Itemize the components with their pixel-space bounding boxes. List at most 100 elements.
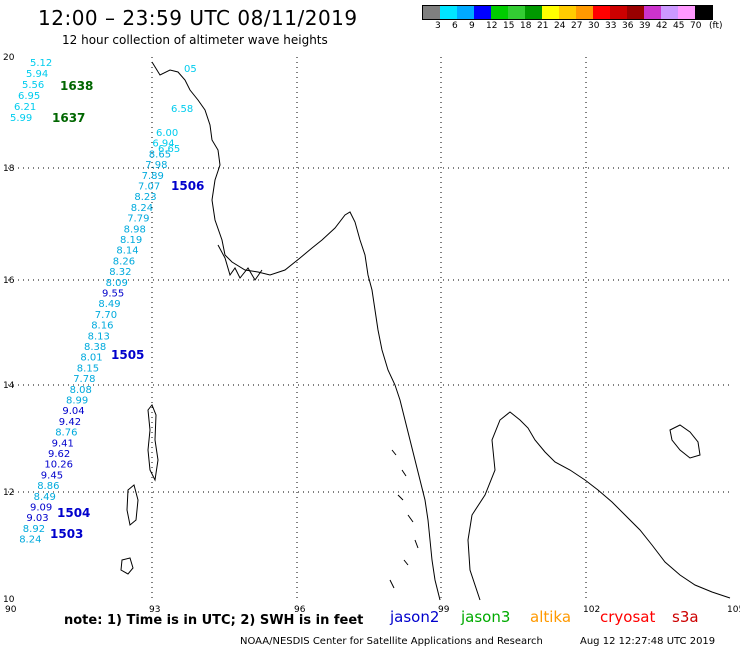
lat-label: 16 [3, 276, 15, 286]
legend-s3a: s3a [672, 608, 699, 626]
color-scale-label: 33 [605, 21, 617, 31]
wave-height-value: 8.26 [113, 256, 135, 267]
color-swatch [508, 6, 525, 19]
color-swatch [593, 6, 610, 19]
footer-note: note: 1) Time is in UTC; 2) SWH is in fe… [64, 613, 364, 628]
color-scale-label: 36 [622, 21, 634, 31]
pass-labels: 1638 1637 1506 1505 1504 1503 [50, 79, 204, 541]
wave-height-value: 8.24 [19, 535, 41, 546]
color-swatch [440, 6, 457, 19]
legend-altika: altika [530, 608, 572, 626]
wave-height-value: 6.58 [171, 104, 193, 115]
legend-cryosat: cryosat [600, 608, 656, 626]
coastline [120, 61, 731, 601]
small-island [120, 557, 134, 575]
wave-height-value: 6.21 [14, 102, 36, 113]
map-title: 12:00 – 23:59 UTC 08/11/2019 [38, 6, 358, 30]
pass-number: 1506 [171, 179, 204, 193]
wave-height-value: 9.42 [59, 417, 81, 428]
wave-height-value: 6.95 [18, 91, 40, 102]
wave-height-value: 8.09 [106, 278, 128, 289]
delta-coast [217, 244, 263, 281]
color-swatch [678, 6, 695, 19]
wave-height-value: 8.13 [88, 331, 110, 342]
wave-height-value: 9.09 [30, 503, 52, 514]
pass-number: 1505 [111, 348, 144, 362]
wave-height-value: 5.94 [26, 69, 48, 80]
pass-number: 1503 [50, 527, 83, 541]
lat-label: 20 [3, 53, 15, 63]
legend-jason2: jason2 [390, 608, 440, 626]
wave-height-value: 8.01 [80, 353, 102, 364]
color-scale-label: 27 [571, 21, 583, 31]
wave-height-value: 6.00 [156, 128, 178, 139]
wave-height-value: 7.79 [127, 214, 149, 225]
wave-height-value: 8.65 [149, 149, 171, 160]
wave-height-value: 8.24 [131, 203, 153, 214]
lon-label: 90 [5, 605, 17, 615]
wave-height-value: 10.26 [44, 460, 73, 471]
wave-height-value: 6.65 [158, 144, 180, 155]
footer-timestamp: Aug 12 12:27:48 UTC 2019 [580, 636, 716, 647]
gulf-coast [467, 411, 731, 601]
lon-label: 105 [727, 605, 740, 615]
lat-label: 14 [3, 381, 15, 391]
map-subtitle: 12 hour collection of altimeter wave hei… [62, 33, 328, 47]
color-scale: 3 6 9 12 15 18 21 24 27 30 33 36 39 42 45 70 (ft) [422, 5, 723, 32]
wave-height-value: 8.49 [98, 299, 120, 310]
wave-height-value: 9.03 [26, 513, 48, 524]
color-scale-label: 15 [503, 21, 515, 31]
color-swatch [559, 6, 576, 19]
wave-height-value: 8.92 [23, 524, 45, 535]
color-scale-unit: (ft) [709, 21, 723, 31]
wave-height-value: 9.62 [48, 449, 70, 460]
pass-number: 1638 [60, 79, 93, 93]
wave-height-value: 7.78 [73, 374, 95, 385]
myanmar-coast [151, 61, 441, 601]
altimeter-tracks: 5.125.945.566.956.215.99 6.006.948.657.98… [10, 58, 197, 546]
footer-credit: NOAA/NESDIS Center for Satellite Applica… [240, 636, 543, 647]
wave-height-value: 5.12 [30, 58, 52, 69]
lat-label: 18 [3, 164, 15, 174]
color-swatch [644, 6, 661, 19]
tonle-sap [669, 424, 701, 459]
color-swatch [423, 6, 440, 19]
color-swatch [542, 6, 559, 19]
color-scale-label: 30 [588, 21, 600, 31]
wave-height-value: 5.99 [10, 113, 32, 124]
color-scale-label: 70 [690, 21, 702, 31]
color-scale-labels: 3 6 9 12 15 18 21 24 27 30 33 36 39 42 45 70 (ft) [422, 20, 723, 32]
color-swatch [491, 6, 508, 19]
color-scale-label: 12 [486, 21, 498, 31]
mergui-archipelago [389, 449, 419, 589]
lon-label: 96 [294, 605, 306, 615]
wave-height-value: 8.38 [84, 342, 106, 353]
color-swatch [576, 6, 593, 19]
pass-number: 1637 [52, 111, 85, 125]
wave-height-value: 8.99 [66, 396, 88, 407]
pass-number: 1504 [57, 506, 90, 520]
color-scale-label: 3 [435, 21, 441, 31]
color-swatch [457, 6, 474, 19]
color-scale-label: 18 [520, 21, 532, 31]
wave-height-value: 9.55 [102, 289, 124, 300]
legend-jason3: jason3 [461, 608, 511, 626]
color-swatch [695, 6, 712, 19]
color-scale-label: 9 [469, 21, 475, 31]
color-scale-label: 24 [554, 21, 566, 31]
color-swatch [525, 6, 542, 19]
wave-height-value: 7.98 [145, 160, 167, 171]
wave-height-value: 8.14 [116, 246, 138, 257]
color-scale-label: 45 [673, 21, 685, 31]
lat-lon-grid: 90 93 96 99 102 105 20 18 16 14 12 10 [3, 53, 740, 615]
color-scale-label: 39 [639, 21, 651, 31]
wave-height-value: 9.41 [52, 438, 74, 449]
color-scale-label: 21 [537, 21, 549, 31]
wave-height-value: 7.89 [142, 171, 164, 182]
wave-height-value: 8.86 [37, 481, 59, 492]
wave-height-value: 05 [184, 64, 197, 75]
color-swatch [627, 6, 644, 19]
wave-height-value: 8.19 [120, 235, 142, 246]
wave-height-value: 8.23 [134, 192, 156, 203]
wave-height-value: 9.45 [41, 470, 63, 481]
